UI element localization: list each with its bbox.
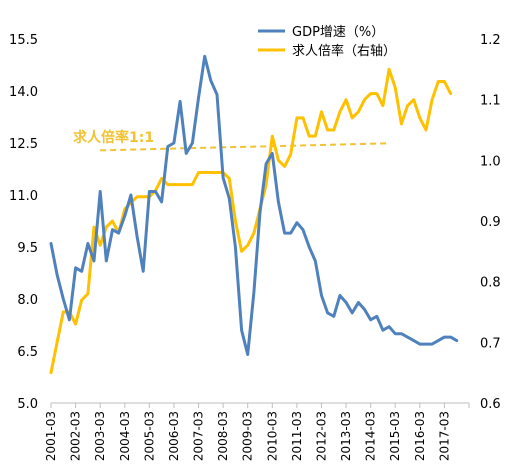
left-tick-label: 12.5 xyxy=(9,137,38,152)
left-tick-label: 11.0 xyxy=(9,189,38,204)
reference-line-label: 求人倍率1:1 xyxy=(73,129,154,146)
x-tick-label: 2016-03 xyxy=(413,411,427,461)
right-tick-label: 0.6 xyxy=(480,397,501,412)
x-tick-label: 2012-03 xyxy=(314,411,328,461)
left-axis-ticks: 5.0 6.5 8.0 9.5 11.0 12.5 14.0 15.5 xyxy=(9,33,38,412)
x-tick-label: 2010-03 xyxy=(265,411,279,461)
x-tick-label: 2009-03 xyxy=(241,411,255,461)
x-tick-label: 2007-03 xyxy=(192,411,206,461)
left-tick-label: 14.0 xyxy=(9,85,38,100)
x-tick-label: 2014-03 xyxy=(364,411,378,461)
right-tick-label: 0.8 xyxy=(480,276,501,291)
right-tick-label: 0.9 xyxy=(480,215,501,230)
x-tick-label: 2015-03 xyxy=(388,411,402,461)
left-tick-label: 8.0 xyxy=(17,293,38,308)
left-tick-label: 6.5 xyxy=(17,345,38,360)
left-tick-label: 15.5 xyxy=(9,33,38,48)
right-tick-label: 1.0 xyxy=(480,154,501,169)
right-tick-label: 1.2 xyxy=(480,33,501,48)
legend: GDP增速（%） 求人倍率（右轴） xyxy=(258,25,396,59)
x-tick-label: 2006-03 xyxy=(167,411,181,461)
reference-line-group: 求人倍率1:1 xyxy=(73,129,390,152)
x-tick-label: 2013-03 xyxy=(339,411,353,461)
x-tick-label: 2004-03 xyxy=(118,411,132,461)
x-tick-label: 2002-03 xyxy=(69,411,83,461)
right-tick-label: 1.1 xyxy=(480,94,501,109)
legend-label-jobs: 求人倍率（右轴） xyxy=(292,43,396,59)
series-line-gdp xyxy=(49,54,459,356)
x-tick-label: 2005-03 xyxy=(142,411,156,461)
x-tick-label: 2001-03 xyxy=(44,411,58,461)
series-group xyxy=(49,54,459,375)
right-axis-ticks: 0.6 0.7 0.8 0.9 1.0 1.1 1.2 xyxy=(480,33,501,412)
x-axis-ticks: 2001-03 2002-03 2003-03 2004-03 2005-03 2006-… xyxy=(44,403,470,461)
x-tick-label: 2011-03 xyxy=(290,411,304,461)
reference-line xyxy=(100,142,390,152)
left-tick-label: 9.5 xyxy=(17,241,38,256)
legend-label-gdp: GDP增速（%） xyxy=(292,25,384,40)
x-tick-label: 2003-03 xyxy=(93,411,107,461)
left-tick-label: 5.0 xyxy=(17,397,38,412)
x-tick-label: 2017-03 xyxy=(437,411,451,461)
x-tick-label: 2008-03 xyxy=(216,411,230,461)
right-tick-label: 0.7 xyxy=(480,336,501,351)
